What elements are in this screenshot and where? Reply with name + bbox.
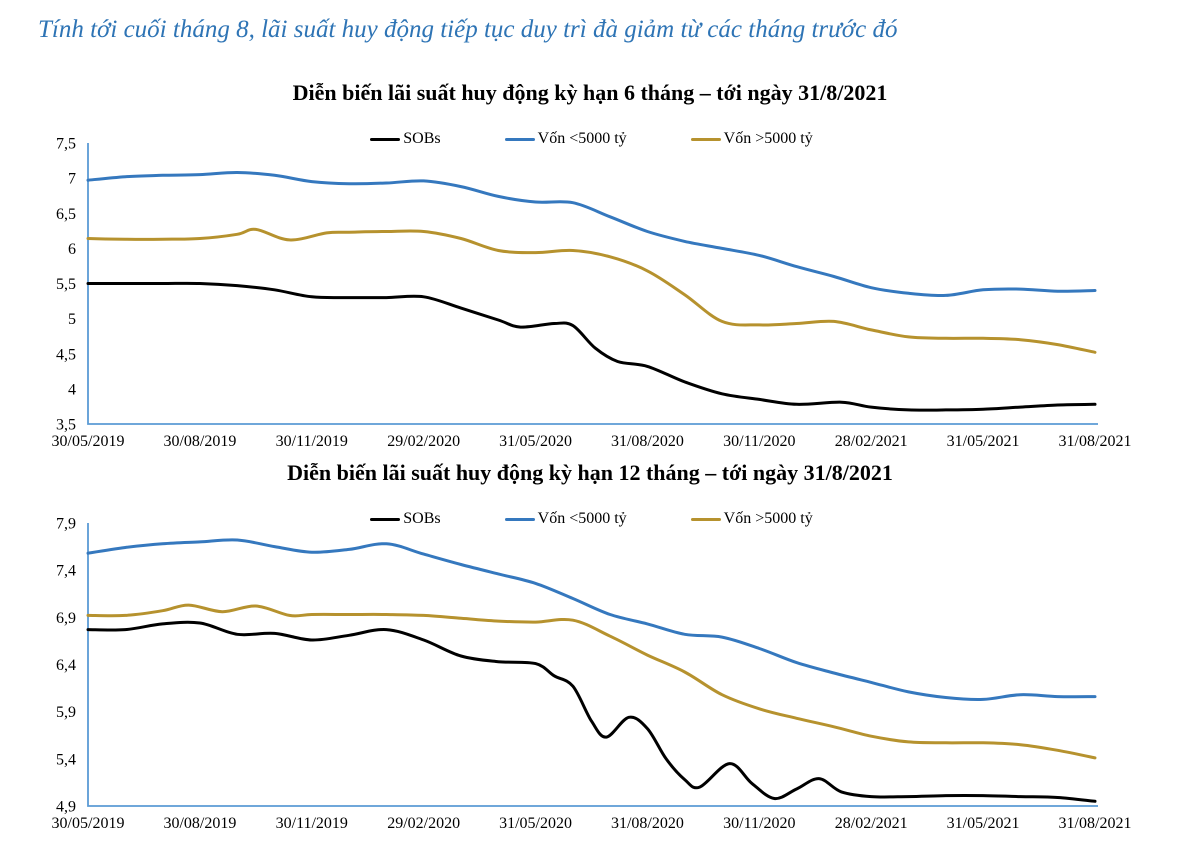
x-tick-label: 30/11/2019 <box>276 433 348 450</box>
x-tick-label: 31/08/2020 <box>611 815 684 832</box>
x-tick-label: 31/08/2021 <box>1059 433 1132 450</box>
legend-label: Vốn <5000 tỷ <box>537 510 627 527</box>
legend-item: Vốn >5000 tỷ <box>690 130 813 148</box>
legend-label: Vốn >5000 tỷ <box>723 130 813 147</box>
x-tick-label: 31/08/2021 <box>1059 815 1132 832</box>
legend-line-swatch-icon <box>690 137 721 141</box>
x-tick-label: 29/02/2020 <box>387 815 460 832</box>
x-tick-label: 31/05/2021 <box>947 433 1020 450</box>
y-tick-label: 7 <box>68 171 76 188</box>
y-tick-label: 5,5 <box>56 276 76 293</box>
x-tick-label: 30/11/2019 <box>276 815 348 832</box>
x-tick-label: 31/05/2021 <box>947 815 1020 832</box>
legend-line-swatch-icon <box>370 137 401 141</box>
y-tick-label: 7,9 <box>56 516 76 533</box>
x-tick-label: 31/08/2020 <box>611 433 684 450</box>
y-tick-label: 6,5 <box>56 206 76 223</box>
x-tick-label: 28/02/2021 <box>835 815 908 832</box>
legend-item: SOBs <box>370 130 441 148</box>
legend-label: SOBs <box>403 130 441 147</box>
y-tick-label: 3,5 <box>56 417 76 434</box>
chart-title-6-month: Diễn biến lãi suất huy động kỳ hạn 6 thá… <box>292 80 888 105</box>
y-tick-label: 4,5 <box>56 346 76 363</box>
legend-label: Vốn <5000 tỷ <box>537 130 627 147</box>
report-headline: Tính tới cuối tháng 8, lãi suất huy động… <box>38 16 898 43</box>
y-tick-label: 4 <box>68 381 76 398</box>
y-tick-label: 6,9 <box>56 610 76 627</box>
y-tick-label: 5,9 <box>56 704 76 721</box>
x-tick-label: 31/05/2020 <box>499 433 572 450</box>
legend-line-swatch-icon <box>504 517 535 521</box>
y-tick-label: 5 <box>68 311 76 328</box>
x-tick-label: 30/11/2020 <box>723 815 795 832</box>
x-tick-label: 30/11/2020 <box>723 433 795 450</box>
series-line-v-n-<5000-t- <box>86 170 1097 298</box>
series-line-v-n-<5000-t- <box>86 538 1097 702</box>
y-tick-label: 7,5 <box>56 136 76 153</box>
x-tick-label: 30/08/2019 <box>163 433 236 450</box>
x-tick-label: 28/02/2021 <box>835 433 908 450</box>
y-tick-label: 4,9 <box>56 799 76 816</box>
chart-group-0: 3,5 4 4,5 5 5,5 6 6,5 7 7,5 30/05/2019 30/08/2019 3… <box>52 136 1132 451</box>
series-line-sobs <box>86 620 1097 803</box>
y-tick-label: 6 <box>68 241 76 258</box>
legend-line-swatch-icon <box>690 517 721 521</box>
legend-line-swatch-icon <box>370 517 401 521</box>
axis-lines <box>87 523 1098 807</box>
legend-label: SOBs <box>403 510 441 527</box>
legend-line-swatch-icon <box>504 137 535 141</box>
x-tick-label: 30/05/2019 <box>52 433 125 450</box>
y-tick-label: 7,4 <box>56 563 76 580</box>
series-line-v-n->5000-t- <box>86 227 1097 354</box>
x-tick-label: 30/05/2019 <box>52 815 125 832</box>
x-tick-label: 30/08/2019 <box>163 815 236 832</box>
chart-group-1: 4,9 5,4 5,9 6,4 6,9 7,4 7,9 30/05/2019 30/08/201… <box>52 516 1132 833</box>
chart-legend-6-month: SOBs Vốn <5000 tỷ Vốn >5000 tỷ <box>88 129 1095 149</box>
legend-item: Vốn <5000 tỷ <box>504 130 627 148</box>
y-tick-label: 5,4 <box>56 751 76 768</box>
x-tick-label: 31/05/2020 <box>499 815 572 832</box>
chart-title-12-month: Diễn biến lãi suất huy động kỳ hạn 12 th… <box>287 460 893 485</box>
series-line-sobs <box>86 281 1097 412</box>
series-line-v-n->5000-t- <box>86 603 1097 760</box>
legend-item: Vốn <5000 tỷ <box>504 510 627 528</box>
y-tick-label: 6,4 <box>56 657 76 674</box>
legend-item: Vốn >5000 tỷ <box>690 510 813 528</box>
chart-legend-12-month: SOBs Vốn <5000 tỷ Vốn >5000 tỷ <box>88 509 1095 529</box>
legend-label: Vốn >5000 tỷ <box>723 510 813 527</box>
x-tick-label: 29/02/2020 <box>387 433 460 450</box>
legend-item: SOBs <box>370 510 441 528</box>
axis-lines <box>87 143 1098 425</box>
